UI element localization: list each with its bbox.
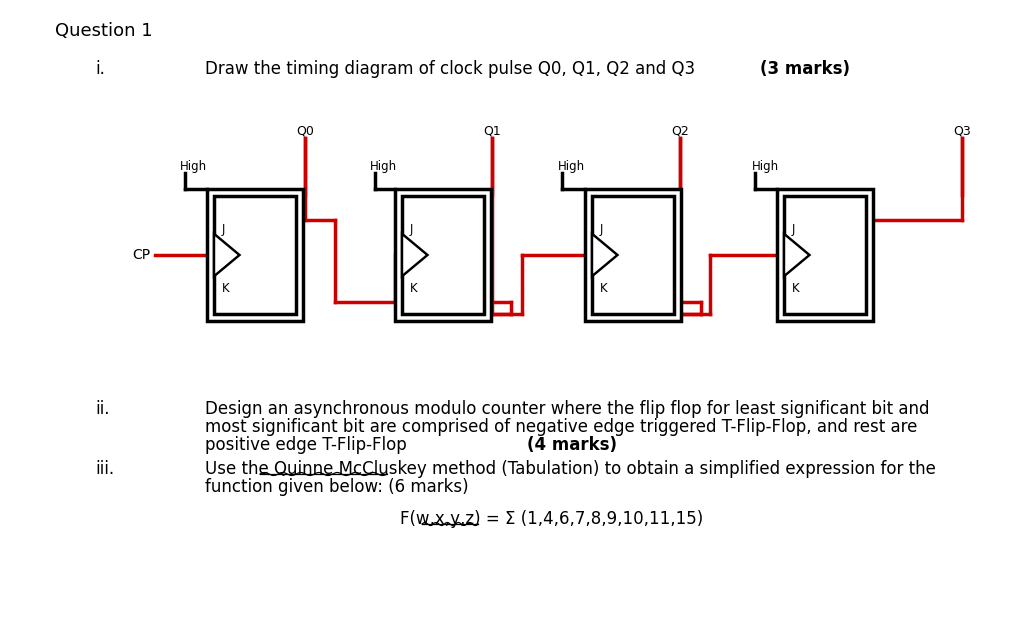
Text: positive edge T-Flip-Flop: positive edge T-Flip-Flop [205, 436, 412, 454]
Text: (3 marks): (3 marks) [760, 60, 850, 78]
Text: F(w,x,y,z) = Σ (1,4,6,7,8,9,10,11,15): F(w,x,y,z) = Σ (1,4,6,7,8,9,10,11,15) [400, 510, 703, 528]
Bar [395, 189, 490, 321]
Bar [214, 196, 296, 314]
Bar [592, 196, 674, 314]
Text: High: High [752, 160, 779, 173]
Text: Draw the timing diagram of clock pulse Q0, Q1, Q2 and Q3: Draw the timing diagram of clock pulse Q… [205, 60, 700, 78]
Text: K: K [222, 282, 229, 295]
Text: ii.: ii. [95, 400, 110, 418]
Bar [402, 196, 484, 314]
Bar [784, 196, 866, 314]
Text: J: J [792, 223, 796, 236]
Text: (4 marks): (4 marks) [527, 436, 617, 454]
Text: J: J [600, 223, 603, 236]
Text: Use the Quinne McCluskey method (Tabulation) to obtain a simplified expression f: Use the Quinne McCluskey method (Tabulat… [205, 460, 936, 478]
Bar [585, 189, 681, 321]
Text: function given below: (6 marks): function given below: (6 marks) [205, 478, 469, 496]
Polygon shape [214, 234, 240, 277]
Text: i.: i. [95, 60, 104, 78]
Polygon shape [592, 234, 617, 277]
Bar [777, 189, 873, 321]
Text: K: K [600, 282, 607, 295]
Text: Q3: Q3 [953, 125, 971, 138]
Text: K: K [410, 282, 418, 295]
Text: K: K [792, 282, 800, 295]
Text: High: High [558, 160, 585, 173]
Text: most significant bit are comprised of negative edge triggered T-Flip-Flop, and r: most significant bit are comprised of ne… [205, 418, 918, 436]
Text: iii.: iii. [95, 460, 114, 478]
Text: High: High [180, 160, 207, 173]
Text: Question 1: Question 1 [55, 22, 153, 40]
Text: Q1: Q1 [483, 125, 501, 138]
Text: High: High [370, 160, 397, 173]
Text: J: J [222, 223, 225, 236]
Text: Q0: Q0 [296, 125, 314, 138]
Text: J: J [410, 223, 414, 236]
Text: Design an asynchronous modulo counter where the flip flop for least significant : Design an asynchronous modulo counter wh… [205, 400, 930, 418]
Polygon shape [784, 234, 810, 277]
Text: Q2: Q2 [671, 125, 689, 138]
Polygon shape [402, 234, 427, 277]
Text: CP: CP [132, 248, 150, 262]
Bar [207, 189, 303, 321]
